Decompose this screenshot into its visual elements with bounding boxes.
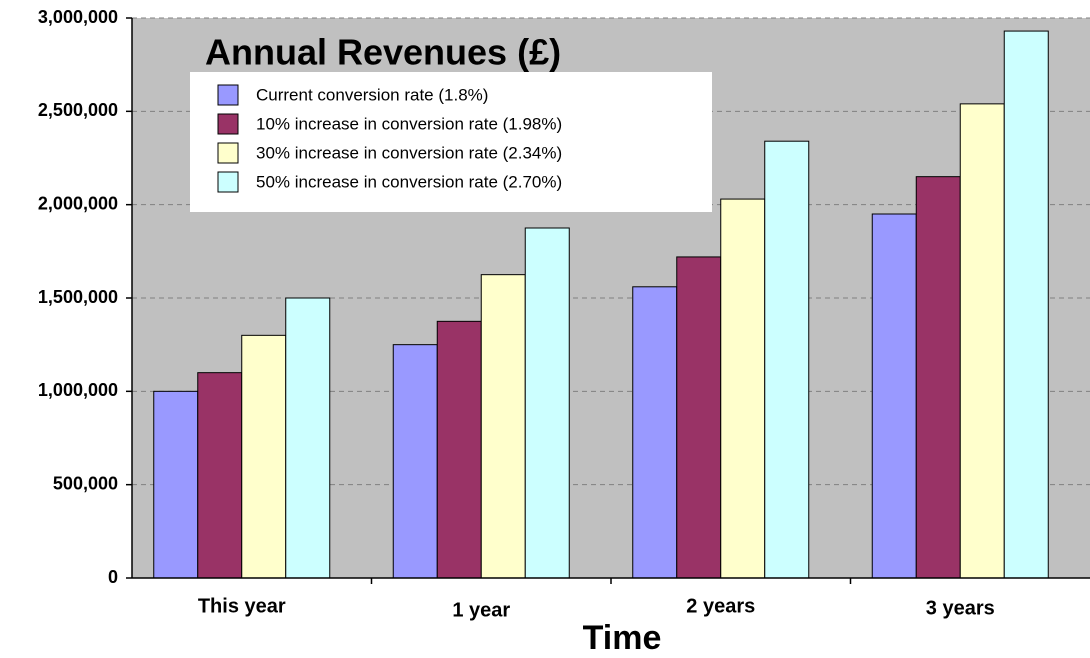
chart-title: Annual Revenues (£) <box>205 32 561 73</box>
bar <box>632 286 678 579</box>
legend-swatch <box>217 84 239 106</box>
bar <box>764 140 810 579</box>
x-axis-label: Time <box>583 619 662 657</box>
bar <box>524 227 570 579</box>
bar <box>285 297 331 579</box>
legend-label: 30% increase in conversion rate (2.34%) <box>256 143 562 162</box>
bar <box>153 390 199 579</box>
legend-swatch <box>217 142 239 164</box>
y-tick-label: 2,000,000 <box>38 193 118 213</box>
x-tick-label: This year <box>198 595 286 617</box>
y-tick-label: 2,500,000 <box>38 100 118 120</box>
y-tick-label: 500,000 <box>53 473 118 493</box>
y-tick-label: 3,000,000 <box>38 7 118 27</box>
legend-label: 10% increase in conversion rate (1.98%) <box>256 114 562 133</box>
bar <box>1003 30 1049 579</box>
legend-label: Current conversion rate (1.8%) <box>256 85 488 104</box>
legend-swatch <box>217 171 239 193</box>
legend-swatch <box>217 113 239 135</box>
y-tick-label: 1,500,000 <box>38 287 118 307</box>
bar <box>915 176 961 579</box>
bar <box>197 372 243 579</box>
bar <box>720 198 766 579</box>
legend <box>190 72 712 212</box>
x-tick-label: 3 years <box>926 597 995 619</box>
bar <box>392 344 438 579</box>
x-tick-label: 2 years <box>686 595 755 617</box>
bar <box>871 213 917 579</box>
y-tick-label: 0 <box>108 567 118 587</box>
bar <box>480 274 526 579</box>
bar <box>959 103 1005 579</box>
bar <box>676 256 722 579</box>
y-tick-label: 1,000,000 <box>38 380 118 400</box>
bar <box>241 334 287 579</box>
x-tick-label: 1 year <box>452 599 510 621</box>
legend-label: 50% increase in conversion rate (2.70%) <box>256 172 562 191</box>
bar <box>436 320 482 579</box>
